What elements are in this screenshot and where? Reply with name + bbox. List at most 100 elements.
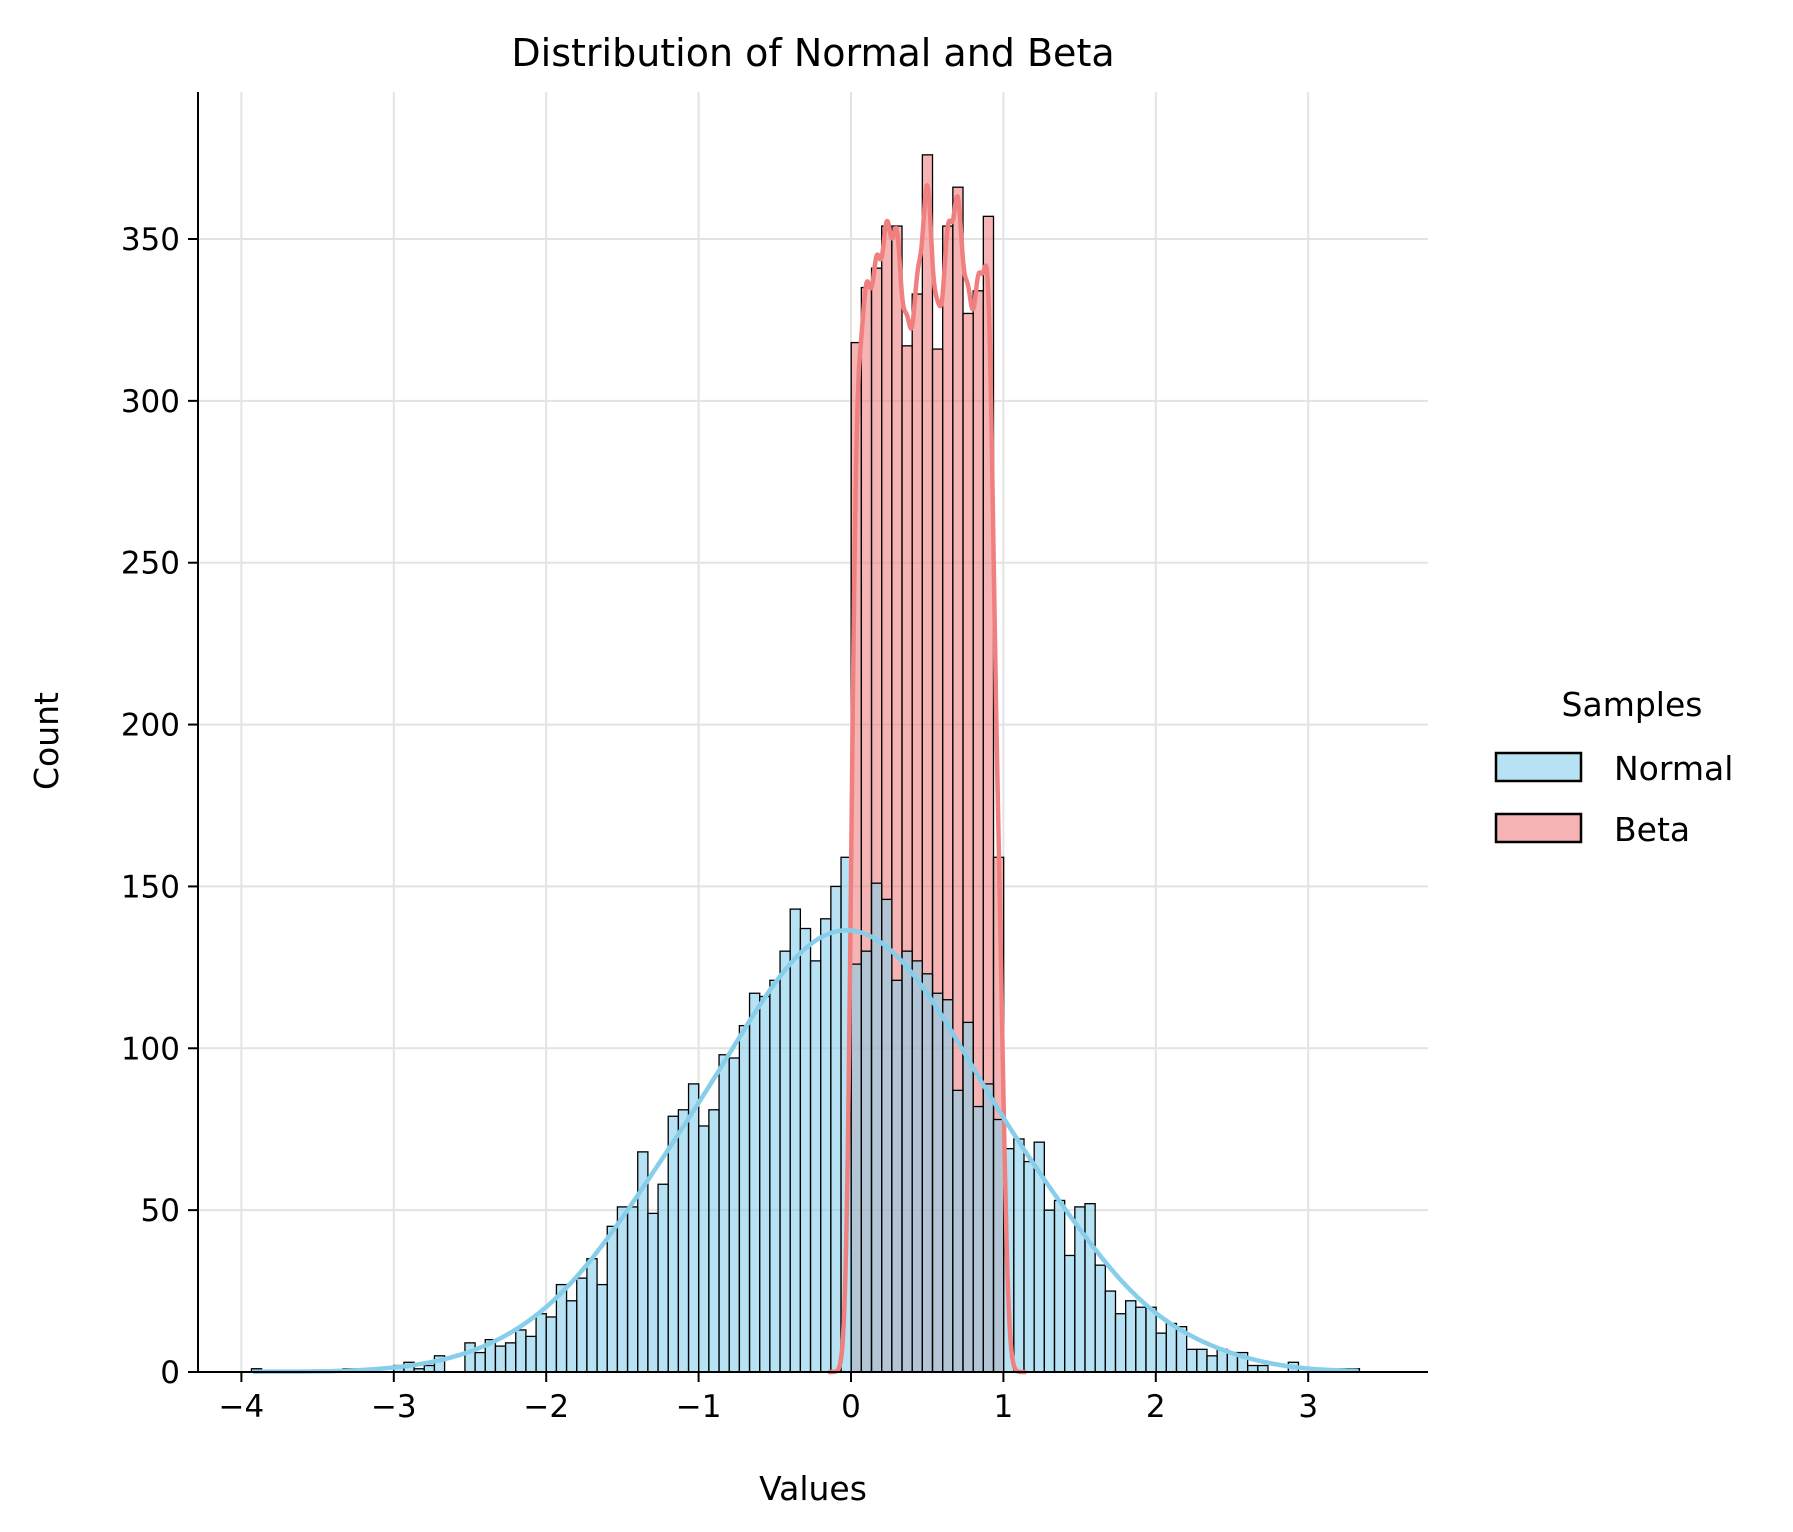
bar-normal [992,1118,1005,1373]
y-tick-label: 350 [121,222,180,258]
bar-normal [759,995,771,1373]
y-axis-label: Count [27,692,66,790]
bar-normal [891,979,903,1373]
x-tick-label: 3 [1298,1389,1318,1425]
bar-normal [545,1316,558,1373]
x-tick-label: 0 [841,1389,861,1425]
axes [197,92,1428,1373]
bar-normal [677,1109,690,1373]
bar-normal [687,1083,700,1373]
legend-label-normal: Normal [1614,749,1733,788]
legend-swatch-beta [1494,812,1583,844]
bar-normal [1145,1306,1157,1373]
bar-normal [1023,1160,1035,1373]
y-tick-label: 300 [121,384,180,420]
x-tick-label: −2 [523,1389,569,1425]
bar-normal [748,992,761,1373]
bar-normal [901,950,913,1373]
bar-normal [647,1212,659,1373]
bar-normal [698,1125,710,1373]
bar-normal [881,898,893,1373]
bar-normal [911,960,924,1373]
bar-normal [1053,1199,1066,1373]
x-tick-label: −4 [219,1389,265,1425]
x-tick-label: −1 [676,1389,722,1425]
bar-normal [982,1083,995,1373]
bar-normal [1043,1209,1056,1373]
bar-normal [616,1206,629,1373]
bar-normal [809,960,822,1373]
bar-normal [860,950,873,1373]
bar-normal [494,1345,507,1373]
y-tick-label: 200 [121,708,180,744]
bar-normal [1206,1355,1218,1373]
bar-normal [1185,1348,1198,1373]
legend: Samples Normal Beta [1494,685,1733,849]
bar-normal [1155,1332,1167,1373]
bar-normal [830,885,842,1373]
legend-label-beta: Beta [1614,810,1690,849]
bar-normal [576,1277,588,1373]
bar-normal [799,927,812,1373]
bar-normal [820,918,832,1373]
bar-normal [1125,1300,1137,1373]
bar-normal [952,1089,964,1373]
bar-normal [850,963,863,1373]
chart-title: Distribution of Normal and Beta [511,31,1114,75]
bar-normal [942,999,954,1373]
bar-normal [1094,1264,1106,1373]
bar-normal [474,1351,486,1373]
bar-normal [921,973,934,1373]
bar-normal [657,1183,669,1373]
bar-normal [1084,1203,1096,1373]
legend-swatch-normal [1494,751,1583,783]
bar-normal [596,1283,608,1373]
bar-normal [870,882,883,1373]
bar-normal [738,1024,751,1373]
kde-curves [253,183,1358,1375]
y-tick-label: 150 [121,869,180,905]
y-tick-label: 250 [121,546,180,582]
bar-normal [769,979,781,1373]
kde-line-beta [826,183,1029,1375]
bar-normal [718,1054,730,1373]
bar-normal [1013,1138,1025,1373]
bar-normal [626,1206,639,1373]
y-tick-label: 0 [160,1355,180,1391]
bar-normal [565,1300,578,1373]
bar-normal [931,992,944,1373]
bar-normal [667,1115,680,1373]
bar-normal [728,1057,741,1373]
kde-line-normal [253,928,1358,1374]
y-tick-label: 50 [141,1193,180,1229]
bar-normal [789,908,802,1373]
bar-normal [535,1313,547,1373]
bar-normal [525,1335,537,1373]
histogram-bars [250,154,1361,1373]
bars-beta [850,154,1005,1373]
bar-normal [1165,1322,1178,1373]
bar-normal [464,1342,476,1373]
bar-normal [504,1342,517,1373]
y-axis-ticks: 0 50 100 150 200 250 300 350 [121,222,198,1391]
bar-normal [586,1258,598,1373]
x-axis-label: Values [759,1469,867,1508]
x-axis-ticks: −4 −3 −2 −1 0 1 2 3 [219,1372,1318,1425]
bar-normal [708,1109,720,1373]
bar-normal [515,1329,527,1373]
x-tick-label: 2 [1146,1389,1166,1425]
bar-normal [606,1225,619,1373]
bar-normal [972,1105,984,1373]
legend-title: Samples [1562,685,1703,724]
bars-normal [250,856,1361,1373]
y-tick-label: 100 [121,1031,180,1067]
x-tick-label: 1 [994,1389,1014,1425]
x-tick-label: −3 [371,1389,417,1425]
bar-normal [1064,1254,1076,1373]
bar-normal [1196,1348,1208,1373]
bar-normal [1104,1290,1117,1373]
bar-normal [779,950,791,1373]
bar-normal [1114,1313,1127,1373]
bar-normal [962,1021,974,1373]
